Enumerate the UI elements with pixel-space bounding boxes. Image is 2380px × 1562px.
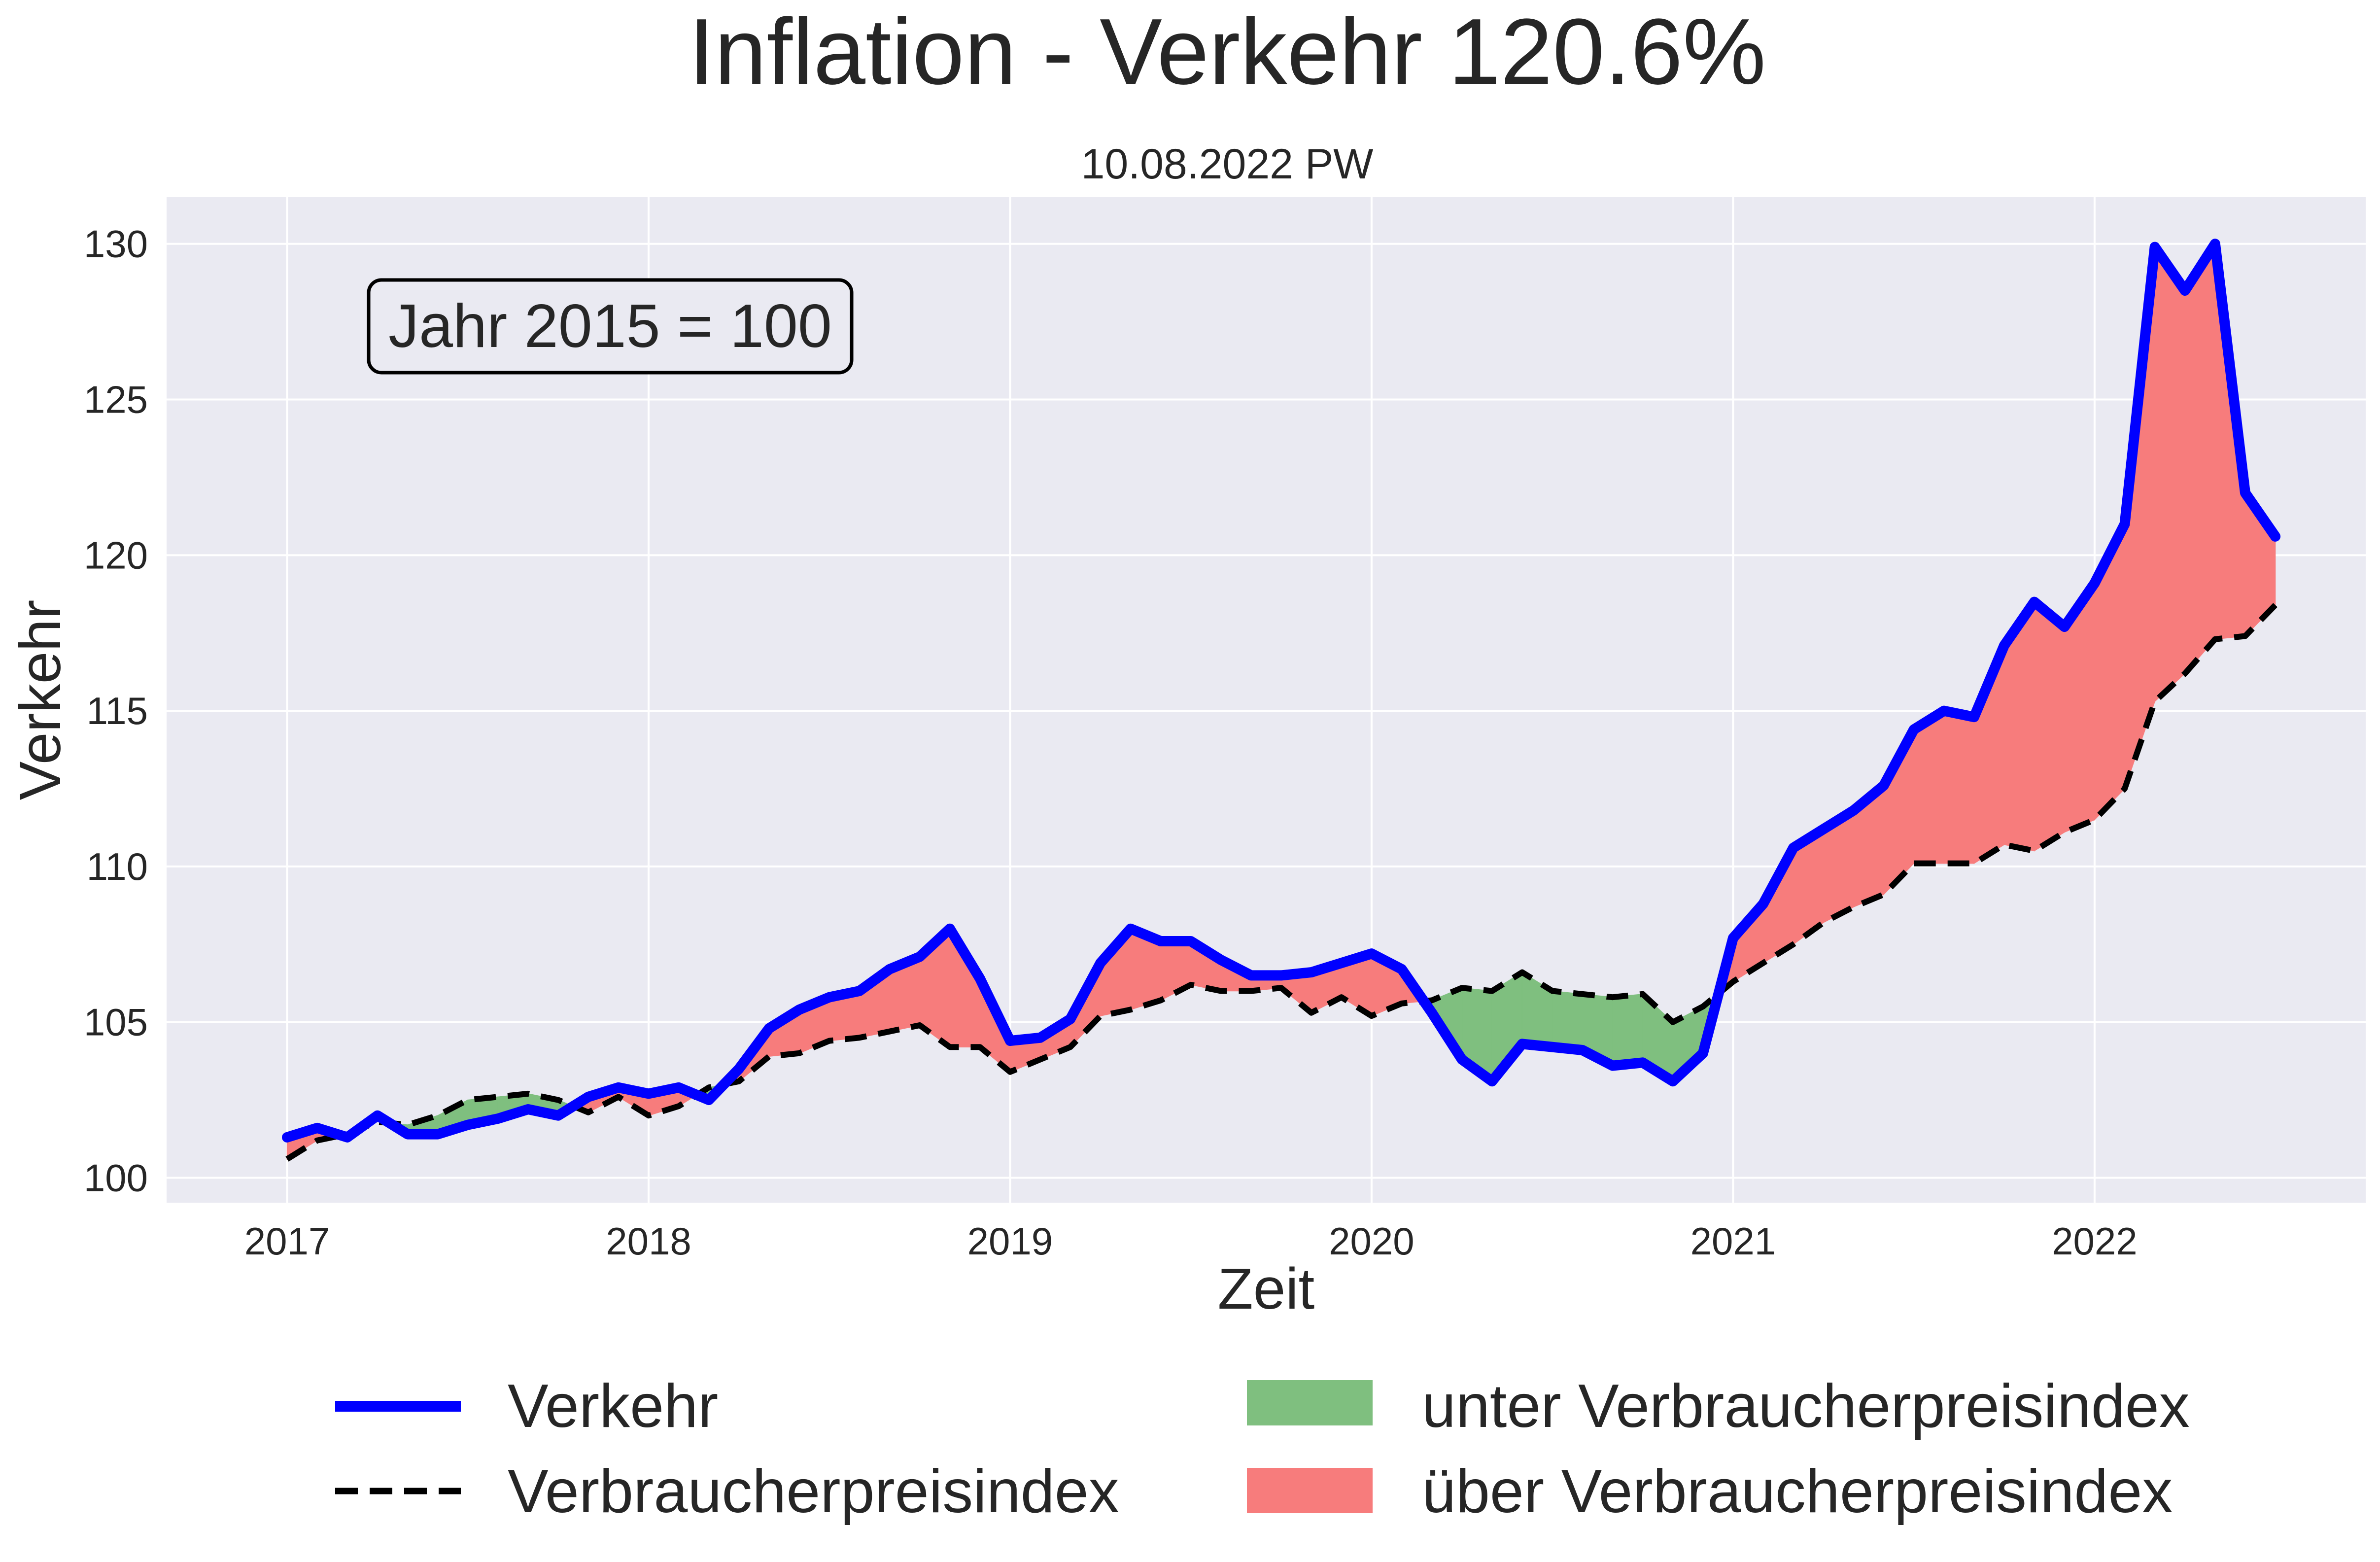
y-tick-label: 100	[84, 1156, 148, 1199]
series-lines	[282, 239, 2281, 1162]
x-tick-label: 2019	[967, 1219, 1053, 1263]
y-tick-label: 110	[87, 845, 148, 888]
y-tick-label: 115	[87, 689, 148, 732]
legend-below-swatch	[1247, 1380, 1373, 1425]
series-line-verbraucherpreisindex	[285, 603, 2277, 1162]
fill-regions	[286, 243, 2276, 1160]
x-tick-label: 2021	[1690, 1219, 1776, 1263]
x-tick-label: 2020	[1329, 1219, 1414, 1263]
y-tick-label: 105	[84, 1001, 148, 1044]
legend-above-swatch	[1247, 1468, 1373, 1513]
x-tick-label: 2018	[606, 1219, 691, 1263]
fill-above-vpi	[1943, 710, 1975, 864]
chart-title: Inflation - Verkehr 120.6%	[689, 0, 1766, 104]
y-tick-label: 120	[84, 533, 148, 577]
x-tick-labels: 2017 2018 2019 2020 2021 2022	[244, 1219, 2138, 1263]
y-tick-labels: 100 105 110 115 120 125 130	[84, 222, 148, 1200]
legend: Verkehr Verbraucherpreisindex unter Verb…	[335, 1372, 2190, 1526]
chart-subtitle: 10.08.2022 PW	[1081, 140, 1374, 188]
annotation-box: Jahr 2015 = 100	[367, 278, 854, 375]
legend-above-label: über Verbraucherpreisindex	[1422, 1458, 2173, 1526]
fill-below-vpi	[1552, 990, 1583, 1051]
fill-below-vpi	[1612, 993, 1643, 1066]
legend-vpi-label: Verbraucherpreisindex	[508, 1458, 1119, 1526]
y-axis-label: Verkehr	[8, 600, 73, 800]
series-line-verkehr	[282, 239, 2281, 1143]
fill-above-vpi	[2184, 243, 2216, 675]
fill-above-vpi	[1913, 710, 1945, 864]
y-tick-label: 130	[84, 222, 148, 266]
x-tick-label: 2017	[244, 1219, 330, 1263]
fill-above-vpi	[2154, 245, 2186, 702]
fill-above-vpi	[2034, 601, 2065, 852]
annotation-text: Jahr 2015 = 100	[388, 292, 832, 360]
x-tick-label: 2022	[2052, 1219, 2138, 1263]
legend-below-label: unter Verbraucherpreisindex	[1422, 1372, 2190, 1440]
legend-verkehr-label: Verkehr	[508, 1372, 718, 1440]
x-axis-label: Zeit	[1218, 1256, 1315, 1321]
y-tick-label: 125	[84, 378, 148, 421]
